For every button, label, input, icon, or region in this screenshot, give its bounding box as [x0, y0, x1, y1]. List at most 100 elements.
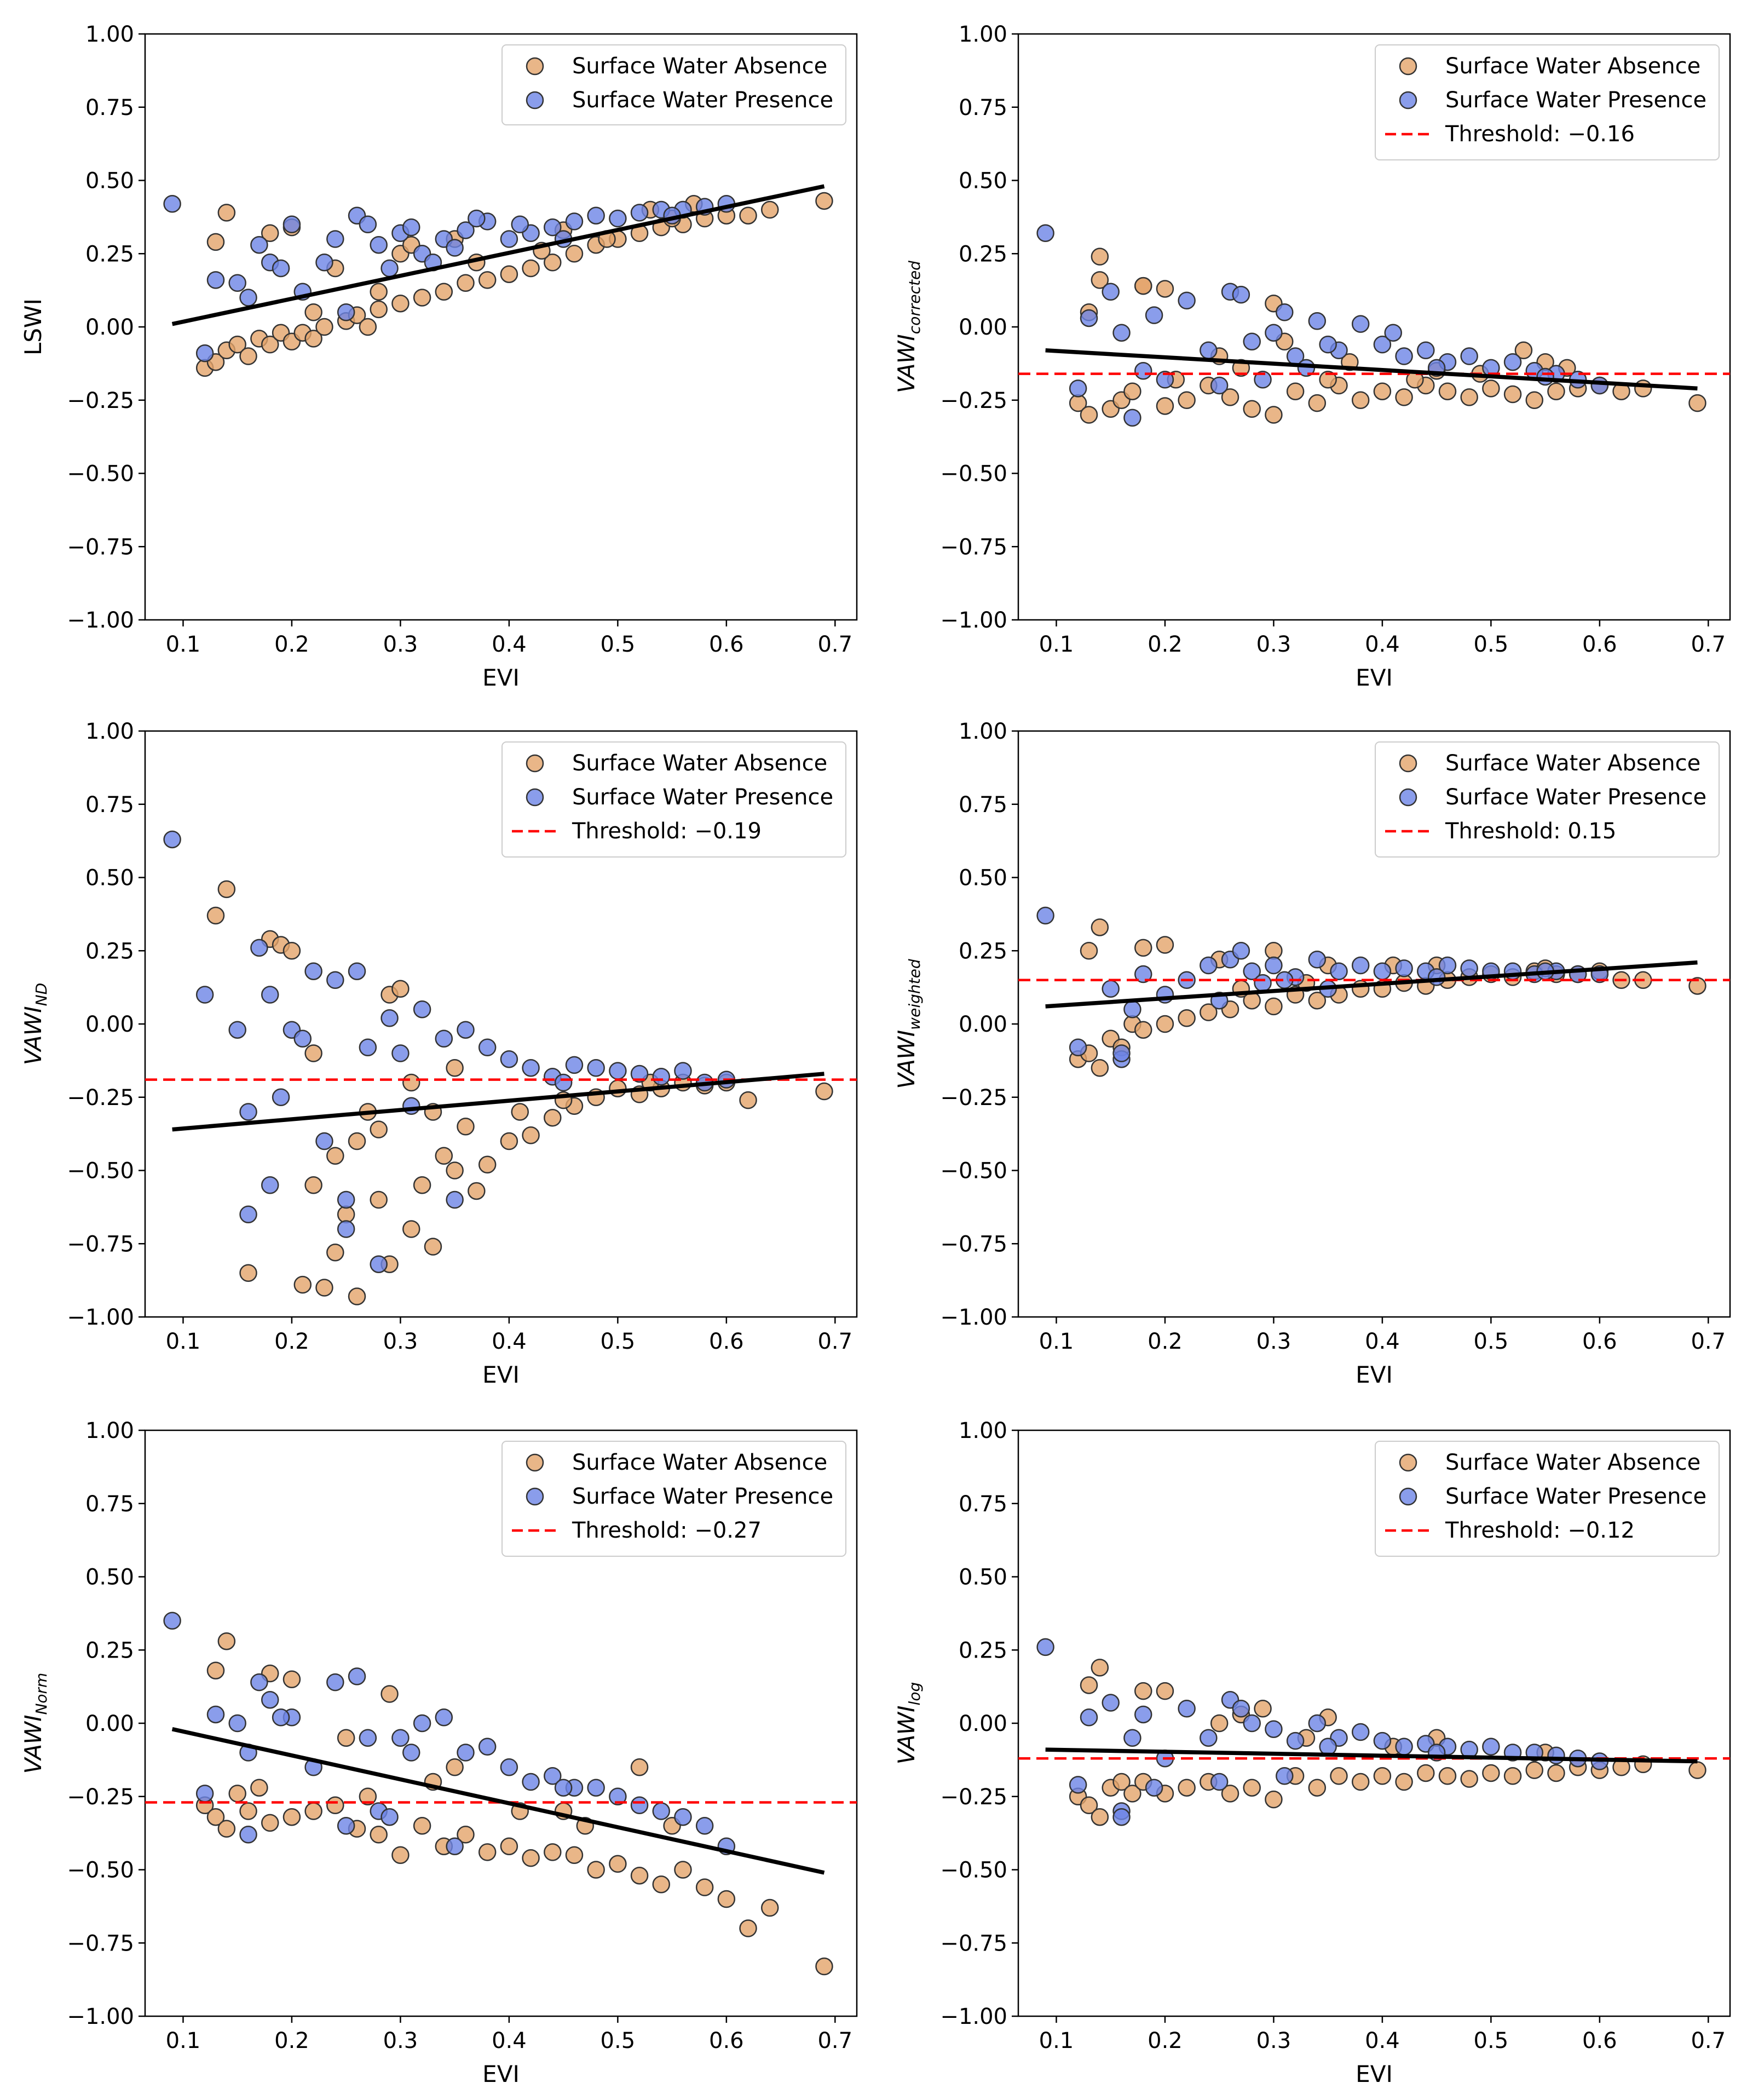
y-tick-label: −0.25 — [67, 1785, 134, 1810]
presence-point — [1102, 1694, 1120, 1712]
presence-point — [1200, 956, 1218, 975]
absence-point — [413, 289, 431, 307]
presence-point — [163, 1612, 181, 1630]
presence-point — [1210, 376, 1229, 395]
absence-point — [1265, 406, 1283, 424]
absence-point — [1221, 1785, 1239, 1803]
absence-point — [1525, 391, 1543, 409]
y-tick-label: −0.50 — [67, 1858, 134, 1883]
legend-absence-label: Surface Water Absence — [572, 1450, 827, 1475]
y-tick-label: −1.00 — [940, 2004, 1007, 2029]
presence-point — [1102, 980, 1120, 998]
presence-point — [370, 1255, 388, 1273]
y-tick-label: −0.25 — [67, 1085, 134, 1111]
presence-point — [554, 1073, 573, 1092]
presence-point — [1036, 224, 1054, 243]
absence-point — [1156, 936, 1174, 954]
absence-point — [326, 1796, 344, 1815]
absence-point — [1319, 371, 1337, 389]
y-tick-label: −0.25 — [67, 388, 134, 413]
absence-point — [1688, 1761, 1706, 1779]
fit-line — [1045, 960, 1698, 1009]
y-axis-label-base: VAWI — [20, 1006, 47, 1065]
absence-point — [815, 1957, 833, 1976]
presence-point — [1080, 309, 1098, 327]
x-tick-label: 0.2 — [274, 1329, 309, 1354]
absence-point — [206, 233, 225, 251]
presence-point — [1438, 956, 1457, 975]
presence-point — [1319, 1737, 1337, 1756]
presence-point — [337, 1190, 355, 1209]
y-axis-label: VAWINorm — [20, 1673, 50, 1774]
absence-point — [544, 254, 562, 272]
absence-point — [1265, 997, 1283, 1016]
absence-point — [239, 347, 257, 365]
presence-point — [206, 271, 225, 289]
x-tick-label: 0.4 — [492, 632, 527, 657]
x-tick-label: 0.7 — [1691, 2028, 1726, 2053]
presence-point — [652, 1802, 670, 1820]
absence-point — [1525, 1761, 1543, 1779]
absence-point — [446, 1758, 464, 1776]
absence-point — [1156, 1015, 1174, 1033]
presence-point — [1134, 965, 1152, 983]
absence-point — [402, 1220, 420, 1238]
presence-point — [1373, 1731, 1392, 1750]
absence-point — [1134, 1682, 1152, 1700]
absence-point — [457, 1118, 475, 1136]
absence-point — [1547, 382, 1565, 400]
absence-point — [674, 1861, 692, 1879]
presence-point — [391, 1729, 410, 1747]
legend-threshold-label: Threshold: 0.15 — [1445, 819, 1616, 844]
points-layer — [1036, 1638, 1706, 1826]
x-tick-label: 0.5 — [1474, 632, 1509, 657]
presence-point — [250, 235, 268, 254]
presence-point — [1330, 962, 1348, 980]
presence-point — [1112, 1808, 1131, 1826]
legend: Surface Water Absence Surface Water Prese… — [1375, 741, 1720, 858]
points-layer — [163, 1612, 833, 1976]
presence-point — [1145, 306, 1163, 324]
y-axis-label: VAWIlog — [893, 1682, 924, 1764]
presence-point — [446, 1190, 464, 1209]
presence-point — [435, 1708, 453, 1727]
legend-presence-marker — [1399, 91, 1417, 110]
presence-point — [359, 215, 377, 233]
absence-point — [1438, 382, 1457, 400]
absence-point — [261, 1814, 279, 1832]
legend-presence-marker — [1399, 788, 1417, 807]
absence-point — [1178, 391, 1196, 409]
y-tick-label: 0.75 — [959, 792, 1007, 818]
presence-point — [163, 830, 181, 849]
legend: Surface Water Absence Surface Water Prese… — [501, 741, 846, 858]
presence-point — [359, 1038, 377, 1057]
presence-point — [195, 344, 214, 363]
absence-point — [1080, 1796, 1098, 1815]
presence-point — [544, 218, 562, 237]
legend-presence-label: Surface Water Presence — [572, 88, 833, 113]
absence-point — [500, 265, 518, 283]
absence-point — [206, 1661, 225, 1679]
y-tick-label: 0.75 — [959, 95, 1007, 120]
legend: Surface Water Absence Surface Water Prese… — [1375, 1441, 1720, 1557]
y-axis-label-base: VAWI — [893, 1705, 920, 1764]
absence-point — [1156, 280, 1174, 298]
legend-threshold-label: Threshold: −0.27 — [572, 1518, 762, 1543]
fit-line — [171, 184, 825, 326]
legend-absence-label: Surface Water Absence — [572, 54, 827, 79]
absence-point — [1178, 1779, 1196, 1797]
absence-point — [587, 1861, 605, 1879]
x-tick-label: 0.3 — [1256, 632, 1291, 657]
absence-point — [435, 1147, 453, 1165]
presence-point — [413, 1714, 431, 1733]
absence-point — [1210, 1714, 1229, 1733]
absence-point — [261, 335, 279, 354]
y-tick-label: −0.75 — [67, 534, 134, 560]
x-tick-label: 0.7 — [1691, 1329, 1726, 1354]
presence-point — [609, 1787, 627, 1805]
presence-point — [1536, 367, 1554, 386]
legend-threshold-label: Threshold: −0.19 — [572, 819, 762, 844]
y-tick-label: −1.00 — [67, 2004, 134, 2029]
legend-absence-marker — [1399, 754, 1417, 773]
absence-point — [739, 1091, 757, 1109]
